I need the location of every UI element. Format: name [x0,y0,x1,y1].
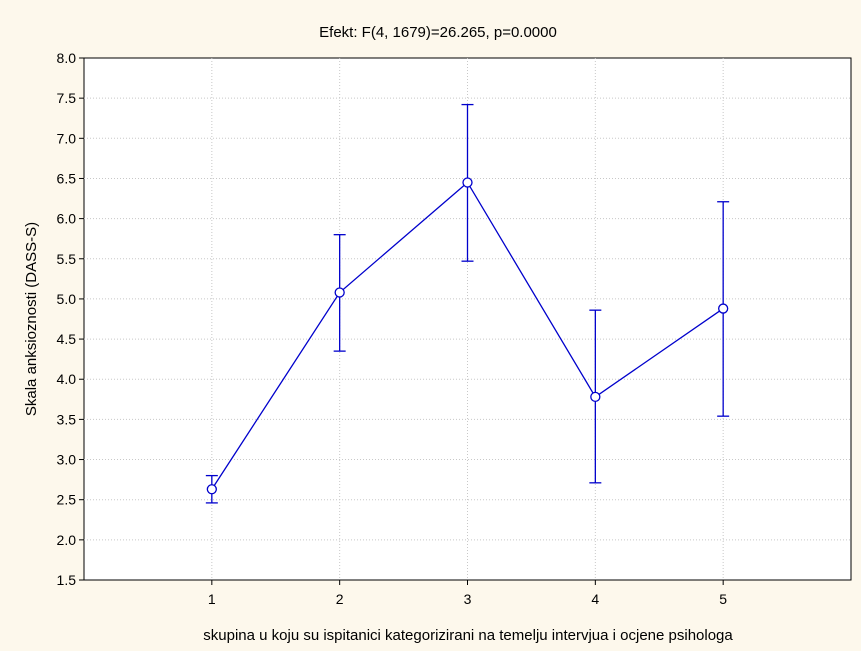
data-point [590,391,601,403]
y-tick-label: 6.0 [57,211,77,227]
y-tick-label: 2.5 [57,492,77,508]
data-series [205,103,730,504]
x-tick-label: 3 [464,591,472,607]
x-tick-label: 5 [719,591,727,607]
y-tick-label: 5.0 [57,291,77,307]
chart-title: Efekt: F(4, 1679)=26.265, p=0.0000 [319,24,557,41]
y-tick-label: 8.0 [57,50,77,66]
y-axis-label: Skala anksioznosti (DASS-S) [23,222,40,416]
data-point [462,177,473,188]
y-tick-label: 6.5 [57,170,77,186]
x-axis-label: skupina u koju su ispitanici kategorizir… [203,627,733,644]
data-point [206,484,217,495]
y-tick-label: 4.0 [57,371,77,387]
y-tick-label: 4.5 [57,331,77,347]
x-tick-label: 2 [336,591,344,607]
y-tick-label: 1.5 [57,572,77,588]
x-tick-label: 1 [208,591,216,607]
y-tick-label: 3.0 [57,452,77,468]
y-tick-label: 3.5 [57,411,77,427]
x-axis-ticks: 1 2 3 4 5 [208,580,727,607]
data-point [718,303,729,314]
y-tick-label: 2.0 [57,532,77,548]
data-point [334,287,345,298]
x-tick-label: 4 [591,591,599,607]
y-axis-ticks: 1.5 2.0 2.5 3.0 3.5 4.0 4.5 5.0 5.5 6.0 6.5 7.0 7.5 8… [57,50,84,588]
y-tick-label: 5.5 [57,251,77,267]
y-tick-label: 7.0 [57,130,77,146]
y-tick-label: 7.5 [57,90,77,106]
